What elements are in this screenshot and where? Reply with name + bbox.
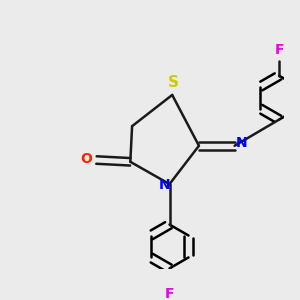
Text: F: F (274, 43, 284, 57)
Text: N: N (236, 136, 248, 150)
Text: F: F (165, 287, 174, 300)
Text: N: N (159, 178, 170, 192)
Text: S: S (167, 75, 178, 90)
Text: O: O (80, 152, 92, 166)
